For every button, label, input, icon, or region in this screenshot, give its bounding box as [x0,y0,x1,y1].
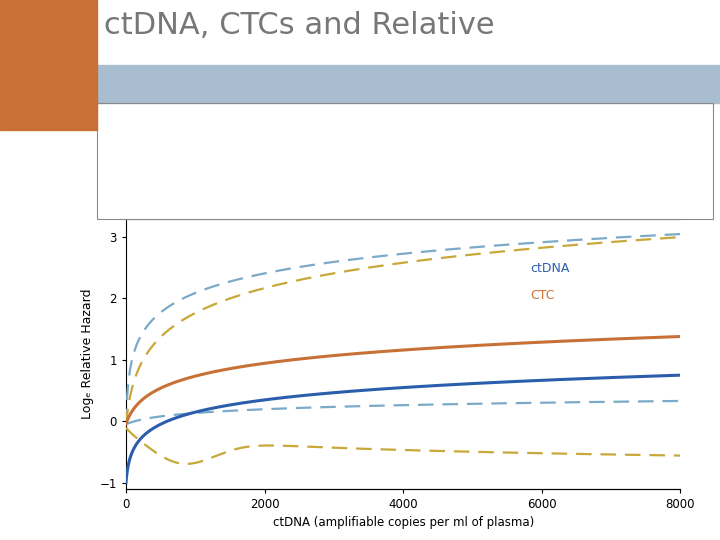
Text: ctDNA: ctDNA [531,262,570,275]
Text: F: F [104,108,113,121]
Text: ctDNA, CTCs, and Relative Hazard: ctDNA, CTCs, and Relative Hazard [119,108,332,121]
X-axis label: CTCs (per 7.5 ml of whole blood): CTCs (per 7.5 ml of whole blood) [307,181,500,194]
Text: Hazard: Hazard [104,76,212,105]
X-axis label: ctDNA (amplifiable copies per ml of plasma): ctDNA (amplifiable copies per ml of plas… [273,516,534,529]
Text: CTC: CTC [531,289,555,302]
Text: ctDNA, CTCs and Relative: ctDNA, CTCs and Relative [104,11,495,40]
Y-axis label: Logₑ Relative Hazard: Logₑ Relative Hazard [81,288,94,419]
